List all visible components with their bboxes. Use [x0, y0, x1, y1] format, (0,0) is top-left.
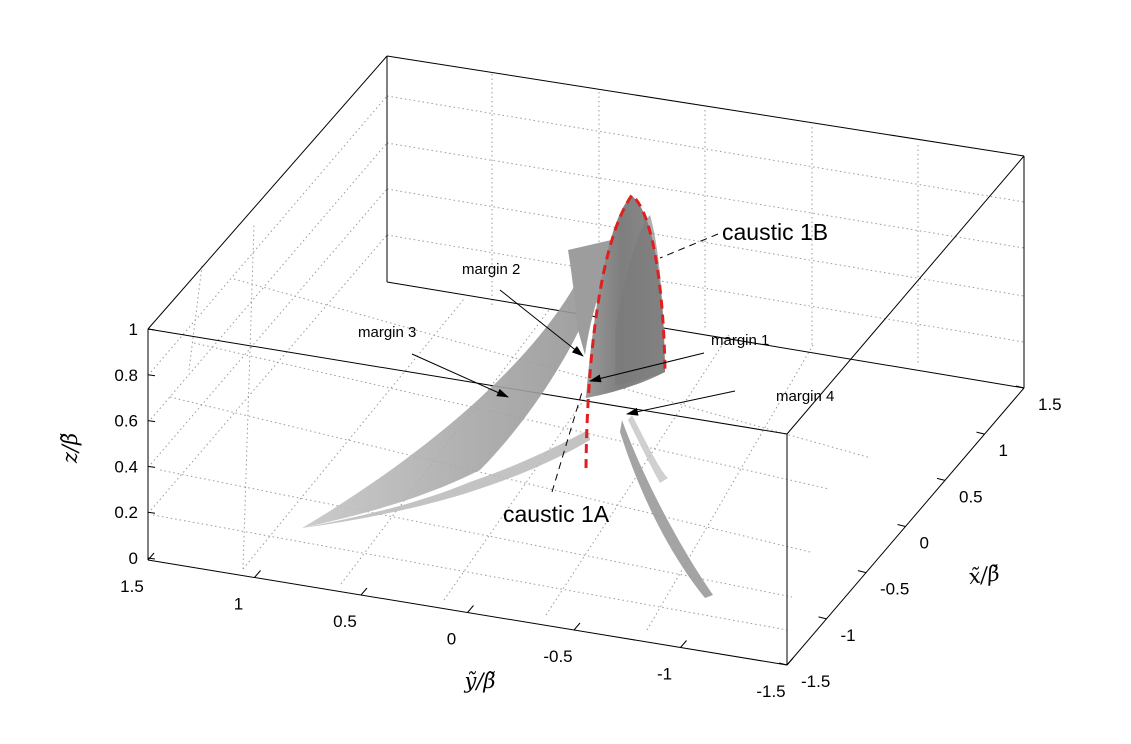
arrow-margin-4 [626, 390, 736, 416]
x-tick-label: 0 [920, 534, 929, 553]
arrow-margin-1 [589, 352, 705, 383]
z-tick-mark [147, 465, 156, 468]
x-tick-label: 0.5 [959, 487, 983, 506]
x-tick-mark [857, 570, 867, 574]
y-tick-label: 0 [447, 630, 456, 649]
caustic-1b-label: caustic 1B [722, 219, 828, 245]
x-tick-mark [1015, 385, 1025, 389]
z-tick-mark [147, 511, 156, 514]
x-tick-label: -1 [841, 626, 856, 645]
z-tick-label: 0.8 [114, 366, 138, 385]
x-axis-ticks: -1.5 -1 -0.5 0 0.5 1 1.5 [778, 385, 1062, 691]
x-tick-label: 1 [999, 441, 1008, 460]
y-tick-label: -1.5 [756, 682, 785, 701]
annotation-leaders [411, 233, 736, 493]
x-tick-label: 1.5 [1038, 395, 1062, 414]
x-tick-mark [936, 477, 946, 481]
y-tick-mark [254, 570, 261, 578]
y-tick-label: 1.5 [120, 577, 144, 596]
y-tick-mark [147, 552, 155, 561]
z-tick-label: 0 [129, 549, 138, 568]
leader-caustic-1b [659, 233, 719, 259]
x-tick-mark [818, 616, 827, 620]
z-tick-mark [147, 420, 156, 423]
y-axis-label: ỹ/β̃ [463, 669, 495, 693]
z-tick-mark [147, 328, 156, 331]
y-axis-ticks: 1.5 1 0.5 0 -0.5 -1 -1.5 [120, 552, 794, 701]
z-axis-ticks: 0 0.2 0.4 0.6 0.8 1 [114, 320, 156, 568]
arrow-margin-2 [499, 289, 584, 357]
margin-3-label: margin 3 [358, 324, 416, 341]
x-tick-mark [778, 662, 788, 666]
x-tick-label: -0.5 [880, 580, 909, 599]
x-tick-mark [976, 431, 985, 435]
x-tick-mark [897, 524, 906, 527]
y-tick-label: -1 [657, 665, 672, 684]
y-tick-label: 0.5 [333, 612, 357, 631]
z-tick-label: 0.2 [114, 503, 138, 522]
margin-4-label: margin 4 [776, 388, 834, 405]
z-axis-label: z/β̃ [58, 433, 82, 464]
y-tick-label: -0.5 [543, 647, 572, 666]
axes-box [147, 55, 1025, 666]
grid-lines [150, 74, 1025, 631]
annotations: caustic 1B caustic 1A margin 2 margin 3 … [358, 219, 834, 527]
dome-shadow [615, 215, 665, 385]
y-tick-mark [360, 587, 368, 596]
y-tick-mark [786, 657, 794, 666]
z-tick-label: 1 [129, 320, 138, 339]
leader-caustic-1a [551, 391, 583, 493]
x-axis-label: x̃/β̃ [967, 561, 1001, 589]
margin-2-label: margin 2 [462, 261, 520, 278]
z-tick-label: 0.4 [114, 457, 138, 476]
surface-sheets [302, 196, 713, 598]
y-tick-mark [680, 640, 687, 648]
margin-1-label: margin 1 [711, 332, 769, 349]
y-tick-mark [573, 622, 581, 631]
z-tick-mark [147, 374, 156, 377]
left-sheet [302, 285, 592, 528]
z-tick-label: 0.6 [114, 412, 138, 431]
caustic-1a-label: caustic 1A [503, 501, 610, 527]
arrow-margin-3 [411, 353, 509, 398]
y-tick-label: 1 [234, 595, 243, 614]
lower-tail-light [628, 415, 668, 483]
x-tick-label: -1.5 [801, 672, 830, 691]
y-tick-mark [467, 605, 474, 613]
